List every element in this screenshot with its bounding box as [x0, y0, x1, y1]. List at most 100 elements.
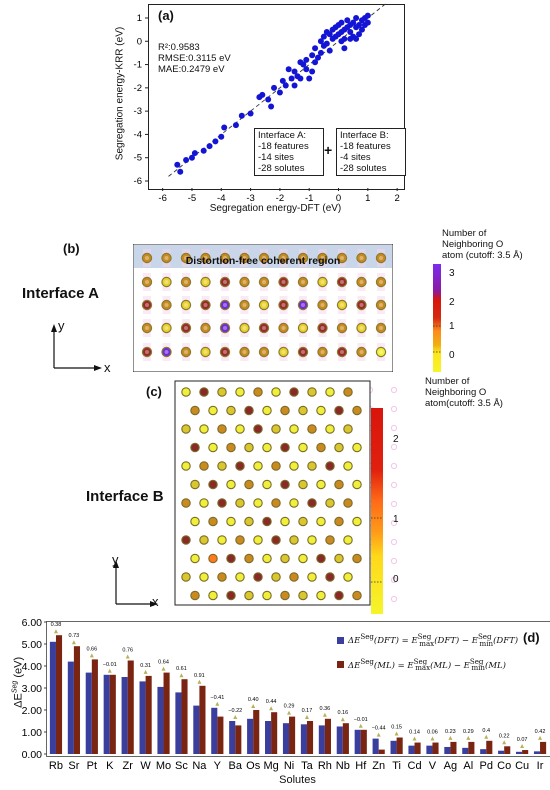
panel-b-label: (b): [63, 241, 80, 256]
scatter-point: [291, 68, 298, 75]
background-dot: [390, 481, 398, 489]
bar-ml: [342, 723, 349, 754]
atom: [181, 461, 191, 471]
colorbar-a-title-line: Neighboring O: [442, 239, 504, 250]
atom: [289, 461, 299, 471]
scatter-point: [309, 68, 316, 75]
atom-highlight: [242, 256, 247, 260]
atom: [271, 461, 281, 471]
bar-legend: ΔESeg(DFT) = ESegmax(DFT) − ESegmin(DFT)…: [337, 630, 518, 675]
bar-annotation: 0.36: [320, 706, 331, 712]
atom: [253, 535, 263, 545]
legend-swatch-ml: [337, 661, 344, 669]
bar-ml: [360, 729, 367, 754]
atom-highlight: [379, 256, 383, 260]
atom: [289, 387, 299, 397]
atom-highlight: [262, 303, 266, 307]
diff-marker: [53, 629, 58, 634]
category-label: Rh: [318, 760, 332, 772]
atom-highlight: [320, 256, 325, 260]
atom: [280, 479, 290, 490]
atom-highlight: [379, 303, 383, 307]
scatter-point: [303, 66, 310, 73]
category-label: Mg: [263, 760, 278, 772]
diff-marker: [412, 736, 417, 741]
bar-annotation: 0.61: [176, 666, 187, 672]
bar-ml: [486, 740, 493, 754]
scatter-point: [206, 143, 213, 150]
category-label: Ag: [444, 760, 457, 772]
category-label: W: [140, 760, 151, 772]
category-label: Zr: [122, 760, 133, 772]
bar-dft: [498, 750, 505, 754]
atom: [161, 346, 172, 358]
atom-highlight: [145, 350, 149, 354]
scatter-point: [317, 49, 324, 56]
atom: [289, 498, 299, 508]
category-label: Ta: [301, 760, 314, 772]
diff-marker: [287, 710, 292, 715]
bar-dft: [67, 661, 74, 754]
interface-a-box: Interface A: -18 features -14 sites -28 …: [254, 128, 324, 176]
diff-marker: [502, 740, 507, 745]
diff-marker: [538, 735, 543, 740]
atom: [316, 479, 326, 490]
scatter-point: [315, 54, 321, 61]
atom: [161, 276, 172, 288]
atom: [235, 572, 245, 582]
atom: [298, 590, 308, 601]
coherent-region-label: Distortion-free coherent region: [185, 255, 341, 267]
diff-marker: [322, 712, 327, 717]
y-tick-label: -5: [134, 153, 142, 164]
atom: [262, 553, 272, 564]
atom-highlight: [242, 303, 247, 307]
atom-highlight: [262, 326, 266, 330]
atom-highlight: [203, 280, 208, 284]
axis-x-label: x: [152, 594, 159, 609]
legend-item-ml: ΔESeg(ML) = ESegmax(ML) − ESegmin(ML): [337, 655, 518, 676]
diff-marker: [358, 723, 363, 728]
bar-annotation: 0.22: [499, 733, 510, 739]
background-dot: [390, 462, 398, 470]
atom-highlight: [281, 256, 286, 260]
atom-highlight: [184, 303, 188, 307]
scatter-point: [312, 45, 319, 52]
scatter-plot: -6 -5 -4 -3 -2 -1 0 1 2 1 0 -1 -2 -3 -4 -5 -6: [134, 3, 400, 204]
atom: [316, 442, 326, 453]
bar-annotation: −0.01: [354, 717, 368, 723]
atom-highlight: [301, 256, 305, 260]
box-a-line: -18 features: [258, 141, 309, 152]
scatter-point: [282, 82, 289, 89]
atom: [262, 442, 272, 453]
interface-a-title: Interface A: [22, 285, 99, 302]
atom: [307, 498, 317, 508]
atom: [208, 516, 218, 527]
atom: [180, 276, 192, 288]
bar-dft: [462, 747, 469, 754]
atom-highlight: [320, 350, 325, 354]
bar-ml: [450, 741, 457, 754]
atom: [180, 252, 192, 264]
scatter-point: [265, 96, 272, 103]
atom: [235, 461, 245, 471]
atom-highlight: [184, 350, 188, 354]
bar-dft: [265, 721, 272, 754]
x-tick-label: 1: [365, 193, 370, 204]
atom: [258, 299, 270, 311]
bar-annotation: 0.07: [517, 737, 528, 743]
colorbar-a-title-line: atom (cutoff: 3.5 Å): [442, 250, 523, 261]
atom: [289, 424, 299, 434]
scatter-point: [341, 45, 348, 52]
bar-annotation: 0.4: [482, 728, 490, 734]
atom: [253, 387, 263, 397]
atom: [199, 535, 209, 545]
scatter-ylabel: Segregation energy-KRR (eV): [114, 26, 126, 161]
diff-marker: [340, 717, 345, 722]
atom: [199, 498, 209, 508]
atom: [226, 479, 236, 490]
bar-ml: [145, 675, 152, 754]
atom-highlight: [320, 326, 325, 330]
x-tick-label: 2: [394, 193, 399, 204]
atom: [356, 252, 367, 264]
atom: [200, 346, 211, 358]
